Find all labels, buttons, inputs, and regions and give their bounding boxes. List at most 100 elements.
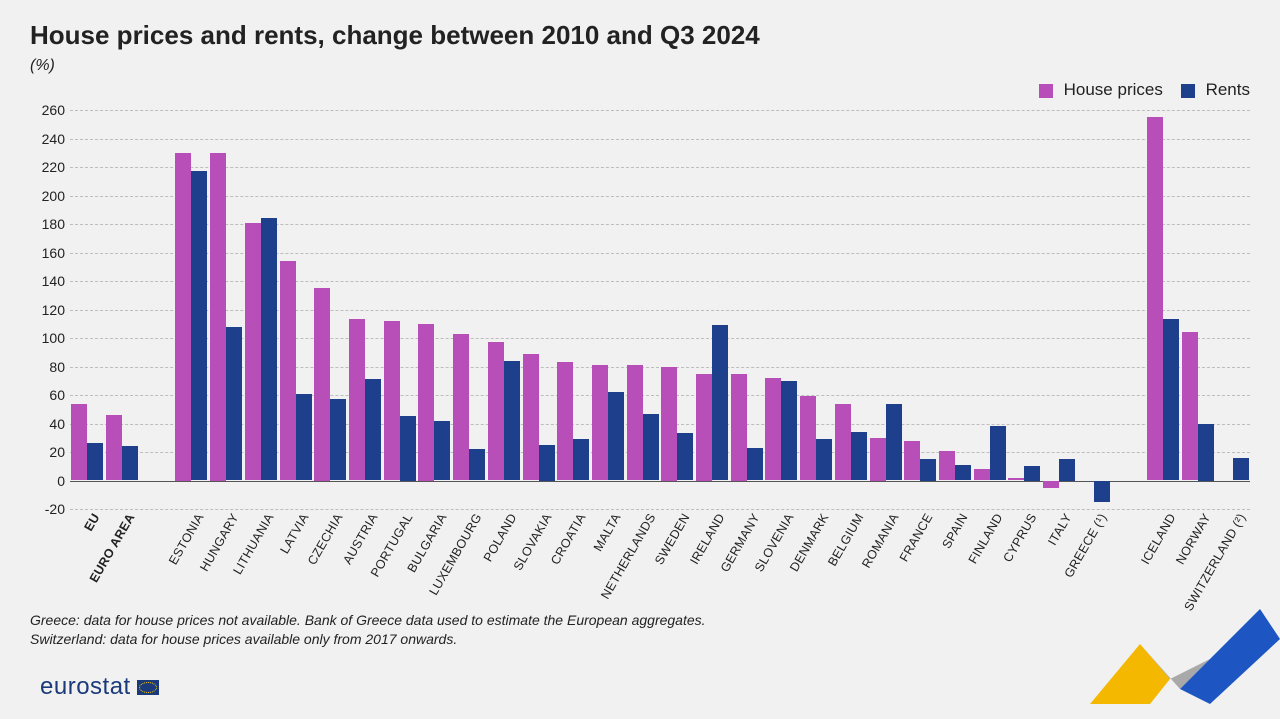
bars-layer: EUEURO AREAESTONIAHUNGARYLITHUANIALATVIA… <box>70 110 1250 509</box>
x-tick-label: NORWAY <box>1173 511 1213 567</box>
bar-group: DENMARK <box>799 110 834 509</box>
bar-rents <box>781 381 797 481</box>
bar-rents <box>573 439 589 480</box>
x-tick-label: POLAND <box>481 511 520 564</box>
bar-house-prices <box>523 354 539 481</box>
eurostat-logo: eurostat <box>40 673 159 701</box>
bar-house-prices <box>835 404 851 481</box>
bar-rents <box>191 171 207 480</box>
bar-group: EURO AREA <box>105 110 140 509</box>
legend-item-house-prices: House prices <box>1039 80 1163 100</box>
bar-rents <box>1233 458 1249 481</box>
x-tick-label: CYPRUS <box>1001 511 1040 565</box>
x-tick-label: CROATIA <box>548 511 588 567</box>
bar-rents <box>920 459 936 480</box>
bar-house-prices <box>974 469 990 480</box>
bar-house-prices <box>1147 117 1163 480</box>
bar-rents <box>330 399 346 480</box>
bar-house-prices <box>731 374 747 481</box>
bar-group: SWITZERLAND (²) <box>1215 110 1250 509</box>
bar-house-prices <box>1008 478 1024 481</box>
bar-group: SLOVENIA <box>764 110 799 509</box>
bar-group: CYPRUS <box>1007 110 1042 509</box>
legend-item-rents: Rents <box>1181 80 1250 100</box>
bar-house-prices <box>418 324 434 481</box>
legend-swatch-rents <box>1181 84 1195 98</box>
chart-subtitle: (%) <box>30 57 1250 75</box>
bar-rents <box>122 446 138 480</box>
x-tick-label: SPAIN <box>939 511 970 551</box>
bar-house-prices <box>1182 332 1198 480</box>
bar-house-prices <box>696 374 712 481</box>
bar-rents <box>1198 424 1214 481</box>
bar-group: HUNGARY <box>209 110 244 509</box>
bar-house-prices <box>106 415 122 481</box>
y-tick-label: 20 <box>30 444 65 460</box>
legend-swatch-house-prices <box>1039 84 1053 98</box>
bar-group: LUXEMBOURG <box>452 110 487 509</box>
bar-group: CROATIA <box>556 110 591 509</box>
bar-group: CZECHIA <box>313 110 348 509</box>
x-tick-label: FINLAND <box>965 511 1005 566</box>
bar-group: ROMANIA <box>868 110 903 509</box>
y-tick-label: 140 <box>30 273 65 289</box>
bar-rents <box>608 392 624 480</box>
legend-label-house-prices: House prices <box>1064 80 1163 99</box>
bar-house-prices <box>314 288 330 480</box>
bar-rents <box>677 433 693 480</box>
bar-group: BULGARIA <box>417 110 452 509</box>
bar-rents <box>296 394 312 481</box>
bar-group: BELGIUM <box>834 110 869 509</box>
bar-house-prices <box>488 342 504 480</box>
y-tick-label: -20 <box>30 501 65 517</box>
bar-rents <box>400 416 416 480</box>
bar-group: LITHUANIA <box>244 110 279 509</box>
y-tick-label: 80 <box>30 359 65 375</box>
bar-house-prices <box>453 334 469 481</box>
bar-house-prices <box>175 153 191 481</box>
bar-house-prices <box>661 367 677 481</box>
bar-rents <box>504 361 520 481</box>
eu-flag-icon <box>137 680 159 695</box>
bar-house-prices <box>627 365 643 480</box>
y-tick-label: 60 <box>30 387 65 403</box>
bar-rents <box>1163 319 1179 480</box>
bar-house-prices <box>384 321 400 481</box>
x-tick-label: MALTA <box>591 511 624 554</box>
bar-rents <box>712 325 728 480</box>
grid-line <box>70 509 1250 510</box>
logo-text: eurostat <box>40 673 131 701</box>
bar-house-prices <box>349 319 365 480</box>
bar-group: PORTUGAL <box>382 110 417 509</box>
footnote-line-2: Switzerland: data for house prices avail… <box>30 630 706 649</box>
bar-house-prices <box>1043 481 1059 488</box>
bar-group: MALTA <box>591 110 626 509</box>
footnotes: Greece: data for house prices not availa… <box>30 611 706 649</box>
bar-group: ESTONIA <box>174 110 209 509</box>
bar-group: ICELAND <box>1146 110 1181 509</box>
bar-group: AUSTRIA <box>348 110 383 509</box>
bar-group: IRELAND <box>695 110 730 509</box>
x-tick-label: AUSTRIA <box>340 511 380 567</box>
bar-rents <box>434 421 450 481</box>
footnote-line-1: Greece: data for house prices not availa… <box>30 611 706 630</box>
bar-rents <box>886 404 902 481</box>
bar-rents <box>643 414 659 481</box>
plot-area: -20020406080100120140160180200220240260E… <box>70 110 1250 509</box>
chart-title: House prices and rents, change between 2… <box>30 20 1250 51</box>
y-tick-label: 180 <box>30 216 65 232</box>
bar-rents <box>990 426 1006 480</box>
bar-group: POLAND <box>486 110 521 509</box>
legend-label-rents: Rents <box>1206 80 1250 99</box>
bar-house-prices <box>939 451 955 481</box>
bar-group: EU <box>70 110 105 509</box>
bar-house-prices <box>592 365 608 480</box>
bar-house-prices <box>904 441 920 481</box>
bar-rents <box>1094 481 1110 502</box>
chart-container: House prices and rents, change between 2… <box>30 20 1250 659</box>
bar-group: GERMANY <box>729 110 764 509</box>
y-tick-label: 220 <box>30 159 65 175</box>
bar-rents <box>261 218 277 480</box>
bar-group: GREECE (¹) <box>1076 110 1111 509</box>
bar-group: SWEDEN <box>660 110 695 509</box>
